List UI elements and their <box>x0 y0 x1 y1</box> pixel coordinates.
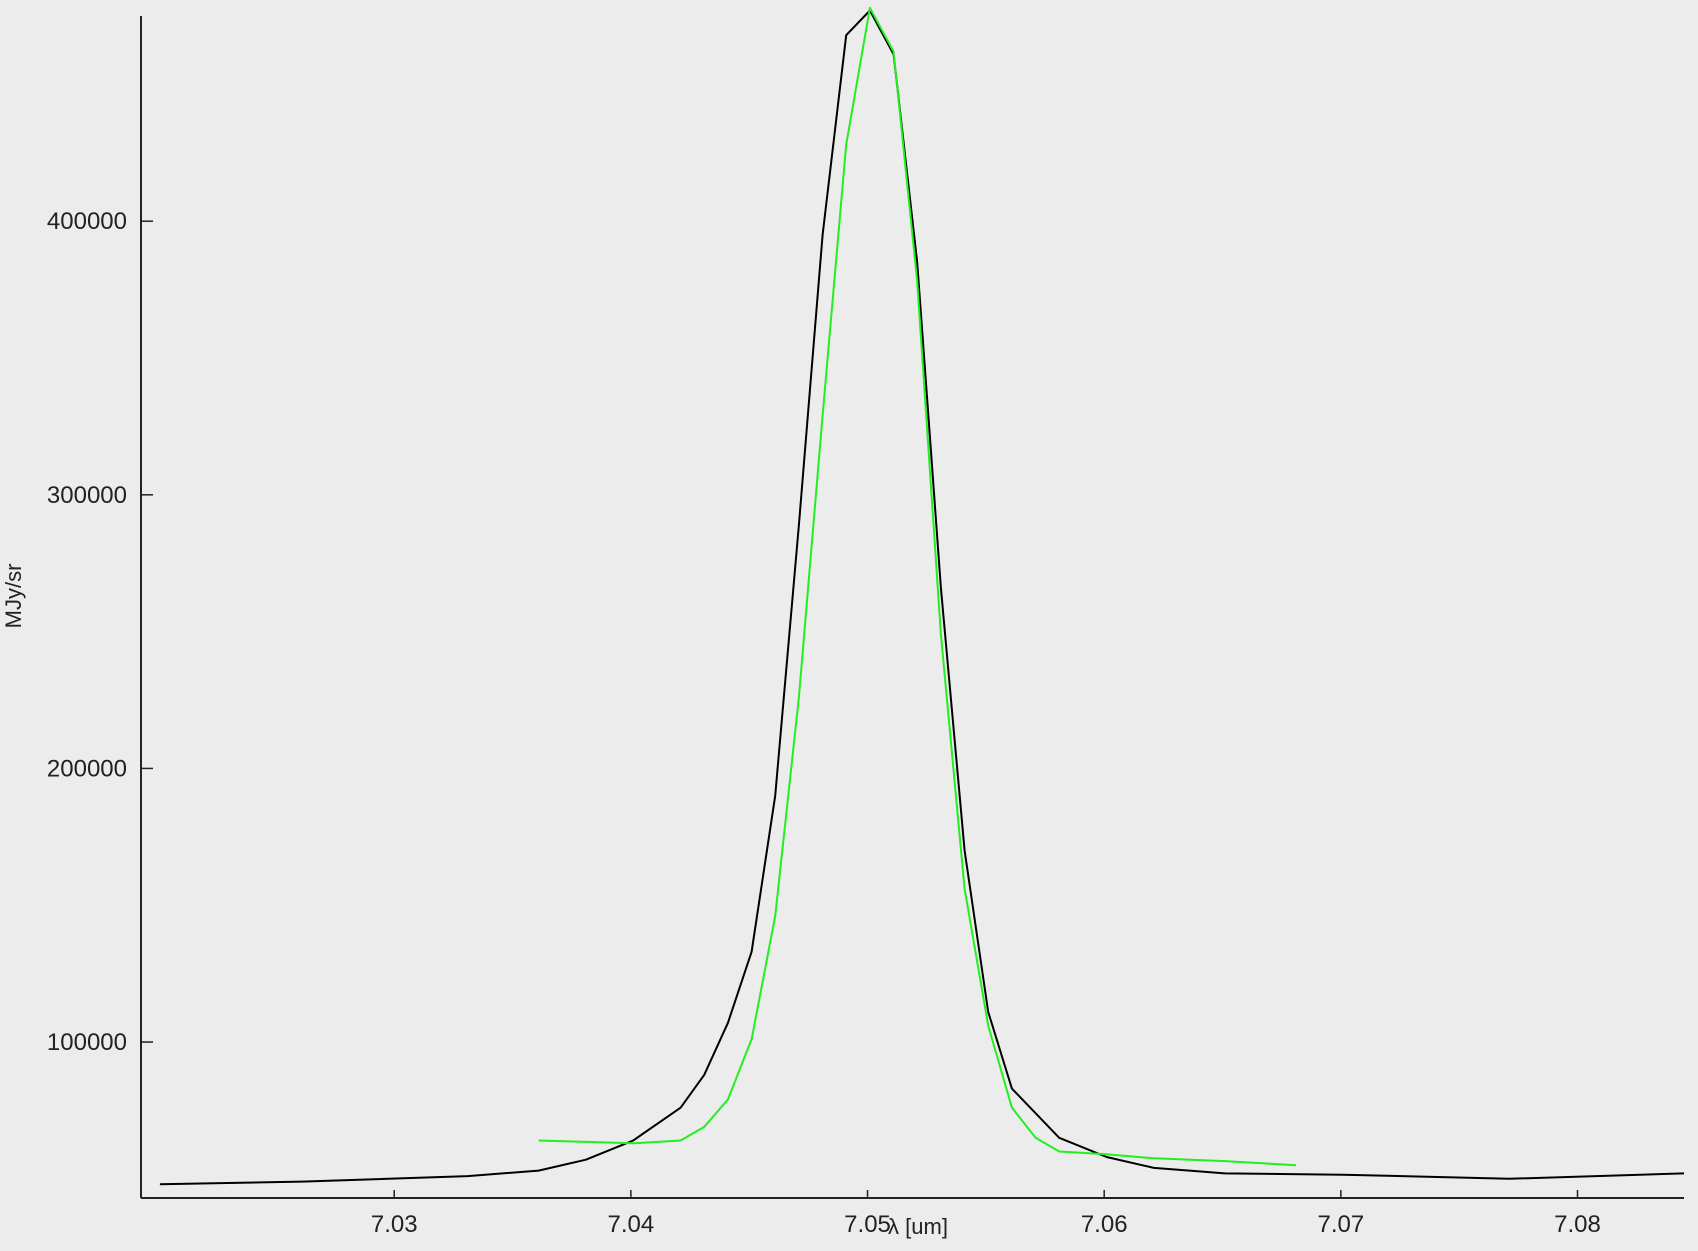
x-tick-label: 7.07 <box>1317 1211 1364 1238</box>
y-tick-label: 100000 <box>47 1029 127 1056</box>
x-tick-label: 7.06 <box>1081 1211 1128 1238</box>
y-axis-title: MJy/sr <box>1 564 26 629</box>
series-line-fit <box>538 6 1296 1167</box>
x-tick-label: 7.03 <box>371 1211 418 1238</box>
x-tick-label: 7.08 <box>1554 1211 1601 1238</box>
y-tick-label: 300000 <box>47 482 127 509</box>
x-axis-title: λ [um] <box>888 1214 948 1239</box>
series-line-data <box>159 9 1685 1186</box>
y-tick-label: 200000 <box>47 755 127 782</box>
x-tick-label: 7.05 <box>844 1211 891 1238</box>
x-tick-label: 7.04 <box>608 1211 655 1238</box>
y-tick-label: 400000 <box>47 208 127 235</box>
